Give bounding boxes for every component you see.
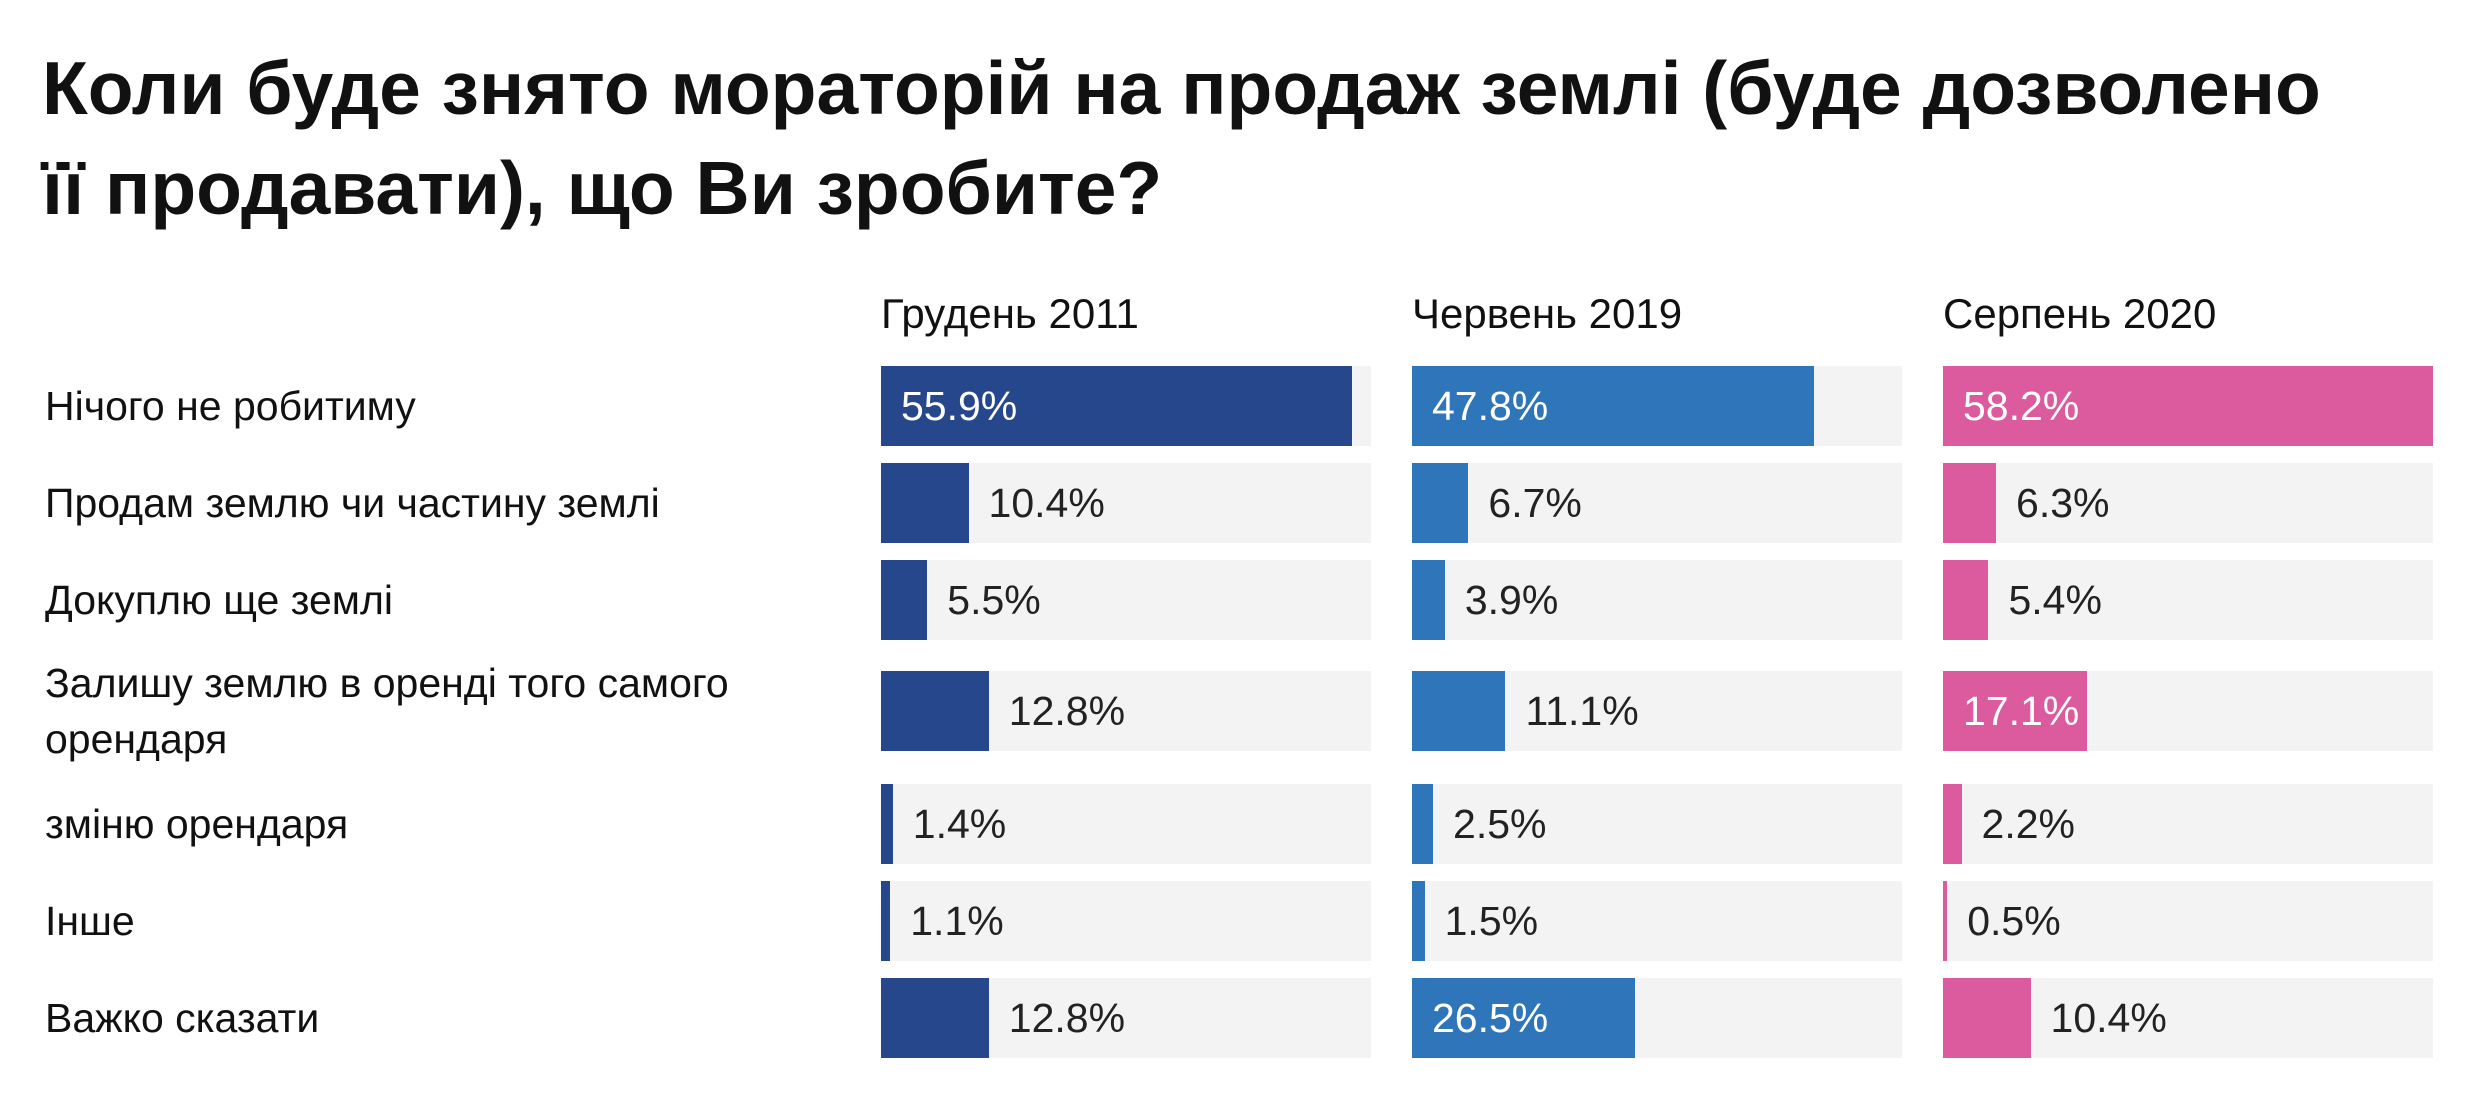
bar xyxy=(1412,671,1506,751)
category-label: Важко сказати xyxy=(45,995,320,1041)
bar xyxy=(1943,881,1948,961)
data-label: 1.4% xyxy=(912,801,1007,847)
category-label: Продам землю чи частину землі xyxy=(45,480,660,526)
bar-track: 2.2% xyxy=(1943,784,2433,864)
bar-track: 6.3% xyxy=(1943,463,2433,543)
series-header: Грудень 2011 xyxy=(881,290,1139,337)
bar xyxy=(1943,784,1962,864)
data-label: 1.1% xyxy=(910,898,1004,944)
data-label: 6.7% xyxy=(1488,480,1582,526)
category-label: Інше xyxy=(45,898,135,944)
bar-track: 5.5% xyxy=(881,560,1371,640)
data-label: 58.2% xyxy=(1963,383,2080,429)
bar xyxy=(1943,463,1997,543)
category-label: зміню орендаря xyxy=(45,801,349,847)
bar-track: 58.2% xyxy=(1943,366,2433,446)
data-label: 26.5% xyxy=(1432,995,1549,1041)
bar-track: 10.4% xyxy=(1943,978,2433,1058)
data-label: 11.1% xyxy=(1525,688,1639,734)
bar-track: 5.4% xyxy=(1943,560,2433,640)
data-label: 0.5% xyxy=(1967,898,2061,944)
data-label: 2.2% xyxy=(1981,801,2075,847)
series-header: Серпень 2020 xyxy=(1943,290,2217,337)
chart-title: Коли буде знято мораторій на продаж земл… xyxy=(42,46,2321,230)
bar-track: 0.5% xyxy=(1943,881,2433,961)
bar xyxy=(1412,978,1636,1058)
data-label: 10.4% xyxy=(2050,995,2167,1041)
bar-track: 6.7% xyxy=(1412,463,1902,543)
bar xyxy=(1943,978,2031,1058)
bar xyxy=(881,671,989,751)
data-label: 10.4% xyxy=(988,480,1105,526)
bar xyxy=(1943,366,2433,446)
bar-track: 3.9% xyxy=(1412,560,1902,640)
bar-track: 1.1% xyxy=(881,881,1371,961)
bar xyxy=(1412,560,1445,640)
bar xyxy=(1943,671,2087,751)
bar xyxy=(881,881,891,961)
bar xyxy=(1412,784,1434,864)
data-label: 5.4% xyxy=(2008,577,2102,623)
data-label: 55.9% xyxy=(901,383,1018,429)
data-label: 47.8% xyxy=(1432,383,1549,429)
bar xyxy=(881,784,893,864)
bar-track: 10.4% xyxy=(881,463,1371,543)
bar xyxy=(881,366,1352,446)
category-label: Нічого не робитиму xyxy=(45,383,416,429)
bar xyxy=(1943,560,1989,640)
bar-track: 17.1% xyxy=(1943,671,2433,751)
bar-track: 12.8% xyxy=(881,671,1371,751)
data-label: 12.8% xyxy=(1008,995,1126,1041)
bar-track: 12.8% xyxy=(881,978,1371,1058)
data-label: 12.8% xyxy=(1008,688,1126,734)
bar xyxy=(1412,366,1815,446)
bar-track: 1.5% xyxy=(1412,881,1902,961)
category-label: Докуплю ще землі xyxy=(45,577,394,623)
bar xyxy=(881,463,969,543)
data-label: 2.5% xyxy=(1453,801,1547,847)
data-label: 6.3% xyxy=(2016,480,2110,526)
bar-track: 11.1% xyxy=(1412,671,1902,751)
bar xyxy=(1412,463,1469,543)
series-header: Червень 2019 xyxy=(1412,290,1683,337)
bar xyxy=(881,560,928,640)
bar-track: 1.4% xyxy=(881,784,1371,864)
bar-track: 2.5% xyxy=(1412,784,1902,864)
data-label: 5.5% xyxy=(947,577,1041,623)
data-label: 3.9% xyxy=(1464,577,1559,623)
bar xyxy=(1412,881,1425,961)
data-label: 1.5% xyxy=(1444,898,1539,944)
bar-track: 26.5% xyxy=(1412,978,1902,1058)
category-label: Залишу землю в оренді того самого оренда… xyxy=(45,660,729,762)
bar-track: 55.9% xyxy=(881,366,1371,446)
bar-track: 47.8% xyxy=(1412,366,1902,446)
data-label: 17.1% xyxy=(1963,688,2080,734)
bar xyxy=(881,978,989,1058)
